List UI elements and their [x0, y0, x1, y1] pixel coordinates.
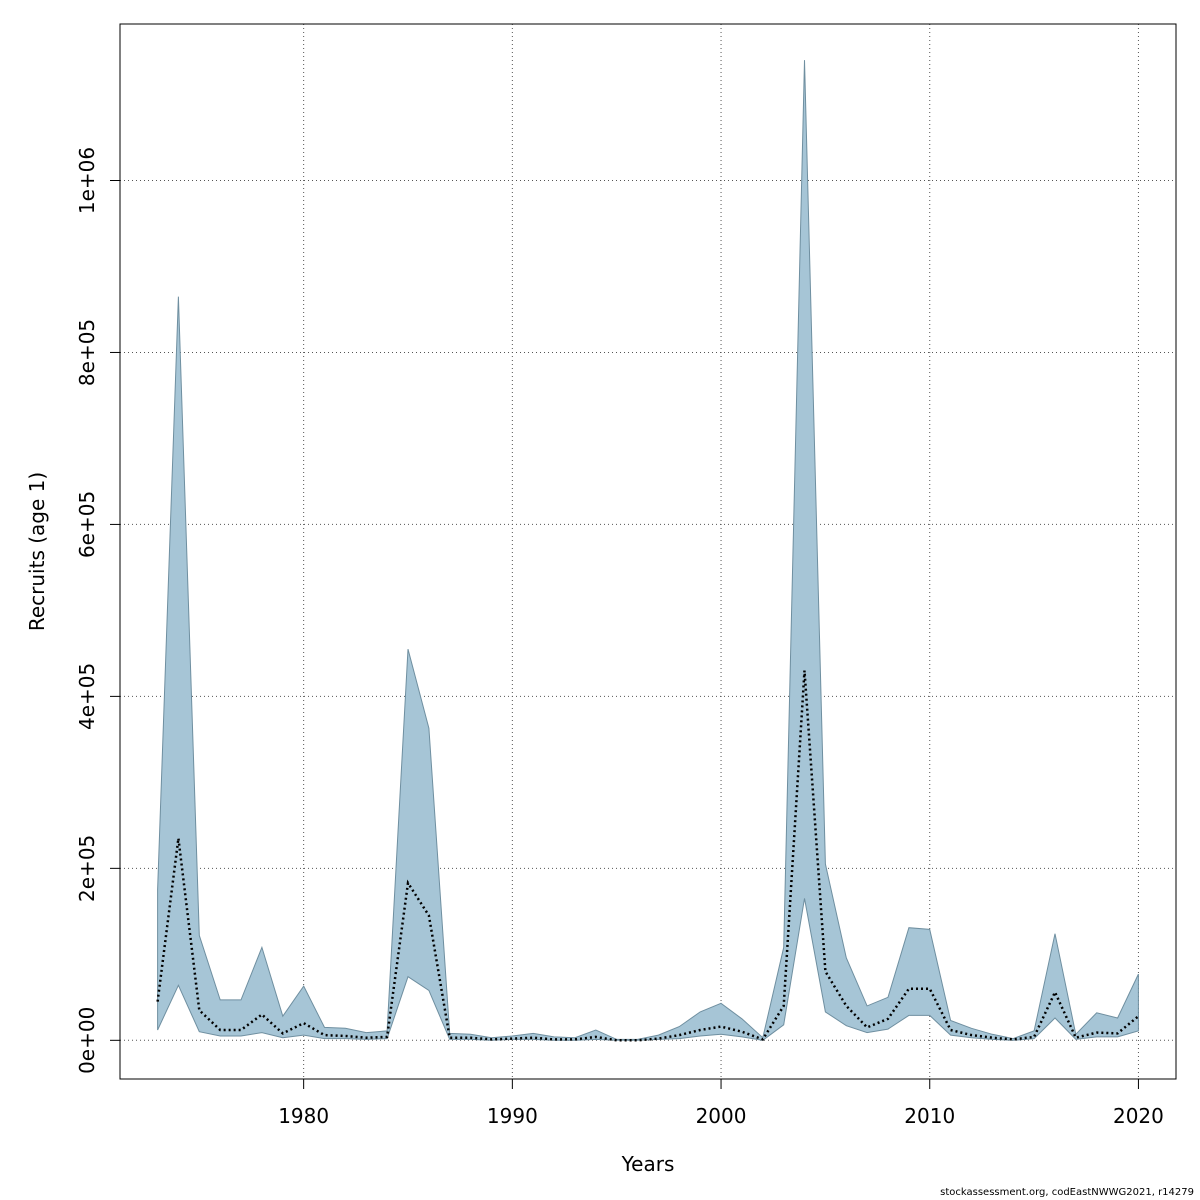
x-tick-label: 1990 [487, 1104, 538, 1128]
y-tick-label: 1e+06 [75, 147, 99, 214]
y-axis-title: Recruits (age 1) [25, 472, 49, 631]
x-tick-label: 2020 [1113, 1104, 1164, 1128]
x-tick-label: 2010 [904, 1104, 955, 1128]
x-tick-label: 2000 [696, 1104, 747, 1128]
grid-lines [120, 24, 1176, 1079]
y-tick-label: 6e+05 [75, 491, 99, 558]
y-tick-label: 8e+05 [75, 319, 99, 386]
y-tick-label: 0e+00 [75, 1007, 99, 1074]
y-tick-label: 4e+05 [75, 663, 99, 730]
plot-frame [119, 23, 1177, 1080]
confidence-band [157, 60, 1139, 1041]
axes: 1980 1990 2000 2010 2020 0e+00 2e+05 4e+05 6e+05… [75, 147, 1164, 1128]
recruits-estimate-line [156, 670, 1140, 1042]
footer-credit: stockassessment.org, codEastNWWG2021, r1… [940, 1187, 1194, 1198]
x-tick-label: 1980 [278, 1104, 329, 1128]
x-axis-title: Years [621, 1152, 675, 1176]
y-tick-label: 2e+05 [75, 835, 99, 902]
